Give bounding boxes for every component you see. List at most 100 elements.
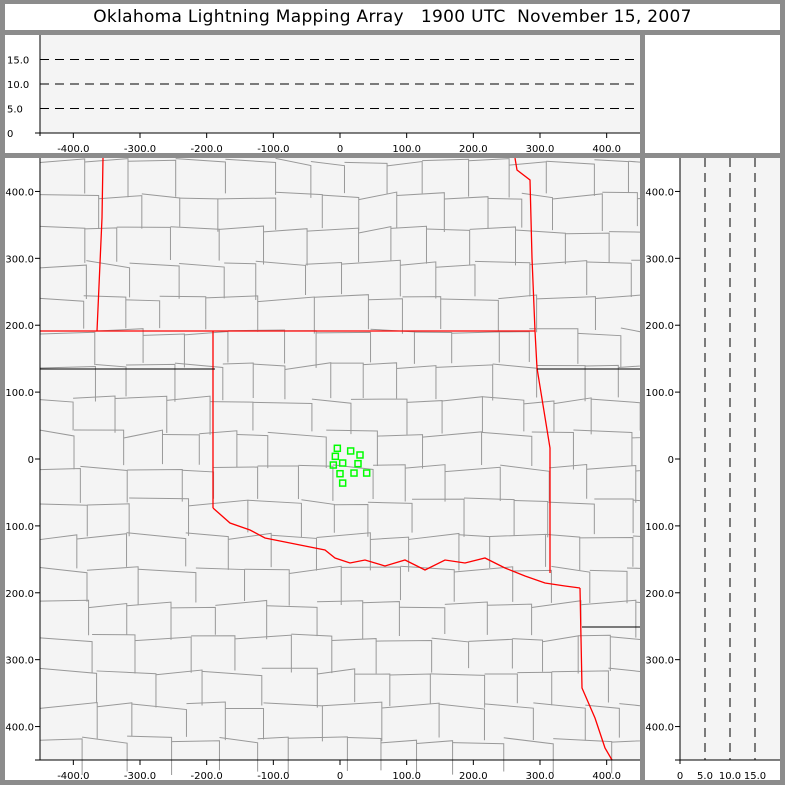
county-line [331, 638, 377, 674]
county-line [503, 737, 554, 773]
county-line [87, 503, 130, 537]
county-line [531, 431, 574, 470]
county-line [317, 668, 356, 703]
county-line [458, 534, 491, 569]
county-line [123, 429, 163, 465]
county-line [579, 537, 634, 567]
county-line [611, 740, 640, 743]
y-tick-label: 200.0 [5, 321, 34, 332]
county-line [573, 429, 633, 466]
county-line [551, 565, 591, 603]
county-line [291, 633, 333, 674]
county-line [609, 231, 640, 233]
page-title: Oklahoma Lightning Mapping Array 1900 UT… [5, 4, 780, 30]
county-line [311, 398, 352, 435]
altitude-vs-y-panel: 0 5.0 10.015.0 400.0 300.0 200.0 100.0 0 -100.0 -… [645, 158, 780, 780]
x-tick-label: 15.0 [744, 771, 766, 780]
county-line [305, 261, 343, 295]
county-line [115, 395, 168, 433]
county-line [381, 702, 440, 738]
county-line [396, 192, 445, 232]
county-line [316, 532, 371, 571]
county-line [549, 463, 588, 499]
plot-background [40, 158, 640, 760]
county-line [444, 601, 488, 635]
county-line [521, 192, 553, 231]
county-line [185, 532, 229, 570]
y-tick-label: 15.0 [7, 56, 29, 67]
county-line [402, 296, 442, 329]
county-line [155, 669, 203, 706]
county-line [595, 294, 640, 300]
county-line [618, 365, 640, 369]
county-line [610, 636, 640, 641]
county-line [252, 401, 313, 432]
county-line [370, 328, 415, 364]
lightning-source-marker [362, 469, 371, 477]
county-line [228, 532, 272, 568]
county-line [322, 701, 383, 742]
state-border [514, 158, 551, 573]
county-line [316, 331, 372, 363]
county-line [487, 603, 533, 636]
county-line [585, 704, 620, 738]
county-line [553, 738, 613, 774]
county-line [162, 434, 200, 465]
county-line [247, 499, 302, 538]
county-line [186, 701, 226, 741]
county-line [39, 503, 88, 537]
county-line [86, 260, 131, 298]
county-line [263, 702, 323, 742]
county-line [39, 534, 78, 569]
county-line [577, 332, 622, 368]
county-line [499, 331, 530, 363]
lightning-source-marker [338, 479, 347, 487]
county-line [414, 331, 453, 364]
county-line [376, 639, 433, 673]
county-line [213, 466, 259, 499]
county-line [380, 739, 418, 774]
x-tick-label: 400.0 [592, 144, 621, 153]
county-line [358, 226, 392, 261]
county-line [517, 671, 553, 706]
county-line [159, 295, 207, 330]
county-line [368, 298, 403, 334]
county-line [73, 395, 116, 433]
county-line [234, 634, 292, 673]
y-tick-label: 300.0 [645, 254, 674, 265]
county-line [222, 362, 254, 398]
county-line [266, 605, 318, 637]
county-line [469, 226, 517, 266]
x-tick-label: 5.0 [697, 771, 713, 780]
county-line [580, 599, 637, 638]
county-line [134, 636, 192, 673]
county-line [191, 635, 236, 671]
x-tick-label: -300.0 [124, 144, 156, 153]
county-line [334, 503, 369, 537]
county-line [500, 464, 550, 502]
state-border [96, 158, 104, 332]
county-line [498, 294, 538, 333]
x-tick-label: -400.0 [57, 144, 89, 153]
county-line [199, 430, 238, 467]
county-line [396, 365, 437, 400]
county-line [317, 600, 364, 640]
county-line [484, 703, 534, 740]
y-tick-label: 400.0 [5, 187, 34, 198]
x-tick-label: 0 [337, 771, 343, 780]
county-line [127, 468, 183, 502]
county-line [608, 667, 640, 672]
county-line [174, 362, 224, 401]
county-line [39, 667, 98, 704]
y-tick-label: 300.0 [5, 254, 34, 265]
county-line [39, 331, 96, 366]
county-line [439, 703, 485, 741]
county-line [533, 702, 586, 741]
county-line [138, 568, 197, 603]
county-line [594, 498, 634, 534]
county-line [74, 429, 125, 466]
county-line [84, 227, 118, 262]
county-line [217, 197, 277, 230]
county-line [314, 294, 369, 330]
county-line [215, 599, 268, 640]
